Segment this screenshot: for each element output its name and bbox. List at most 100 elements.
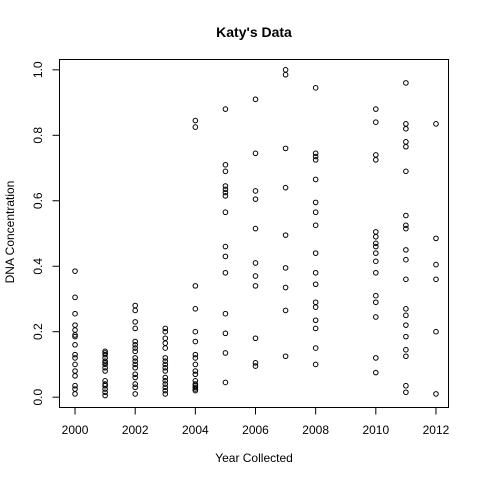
data-points [72, 67, 439, 399]
data-point [312, 209, 319, 216]
data-point [252, 150, 259, 157]
data-point [403, 168, 409, 175]
data-point [162, 391, 169, 397]
data-point [252, 273, 259, 279]
data-point [312, 281, 319, 288]
data-point [72, 333, 78, 340]
data-point [252, 188, 259, 194]
data-point [312, 176, 319, 183]
data-point [282, 71, 289, 78]
data-point [72, 391, 78, 397]
data-point [192, 355, 199, 361]
data-point [132, 325, 138, 332]
data-point [403, 247, 409, 253]
data-point [403, 276, 409, 283]
data-point [373, 369, 379, 376]
data-point [373, 157, 379, 163]
data-point [132, 374, 138, 381]
data-point [282, 265, 289, 271]
data-point [102, 386, 108, 392]
data-point [162, 328, 169, 335]
data-point [222, 183, 229, 189]
data-point [132, 342, 138, 348]
data-point [403, 256, 409, 263]
data-point [312, 153, 319, 160]
data-point [403, 382, 409, 389]
data-point [192, 361, 199, 368]
data-point [192, 124, 199, 130]
data-point [373, 314, 379, 320]
data-point [132, 307, 138, 314]
data-point [192, 351, 199, 358]
data-point [132, 371, 138, 378]
data-point [132, 355, 138, 361]
data-point [192, 384, 199, 391]
data-point [373, 240, 379, 247]
data-point [373, 299, 379, 306]
data-point [403, 222, 409, 229]
x-tick-label: 2012 [423, 423, 450, 437]
data-point [282, 184, 289, 191]
data-point [222, 269, 229, 276]
data-point [312, 250, 319, 256]
data-point [312, 199, 319, 206]
data-point [222, 350, 229, 356]
data-point [192, 283, 199, 289]
y-tick-label: 0.2 [31, 323, 45, 340]
data-point [403, 125, 409, 132]
data-point [192, 305, 199, 312]
x-axis: 2000 2002 2004 2006 2008 2010 2012 [62, 407, 450, 437]
data-point [373, 269, 379, 276]
data-point [222, 379, 229, 386]
data-point [162, 325, 169, 332]
data-point [282, 307, 289, 314]
y-axis-label: DNA Concentration [3, 181, 17, 284]
data-point [373, 233, 379, 240]
data-point [312, 325, 319, 332]
data-point [312, 361, 319, 368]
data-point [312, 304, 319, 310]
data-point [132, 381, 138, 387]
data-point [132, 345, 138, 351]
data-point [433, 276, 439, 283]
data-point [403, 346, 409, 353]
data-point [72, 332, 78, 338]
data-point [162, 387, 169, 394]
data-point [403, 312, 409, 319]
data-point [403, 333, 409, 340]
data-point [312, 85, 319, 91]
data-point [102, 358, 108, 364]
data-point [252, 260, 259, 266]
data-point [282, 353, 289, 360]
y-axis: 0.0 0.2 0.4 0.6 0.8 1.0 [31, 61, 60, 406]
data-point [222, 106, 229, 112]
data-point [72, 355, 78, 361]
data-point [433, 235, 439, 242]
data-point [433, 121, 439, 127]
y-tick-label: 0.0 [31, 389, 45, 406]
x-axis-label: Year Collected [215, 451, 293, 465]
data-point [312, 345, 319, 351]
data-point [102, 389, 108, 396]
data-point [162, 355, 169, 361]
data-point [252, 335, 259, 342]
data-point [222, 168, 229, 175]
chart-title: Katy's Data [216, 24, 292, 40]
data-point [373, 258, 379, 265]
data-point [162, 361, 169, 368]
data-point [192, 117, 199, 124]
data-point [102, 392, 108, 399]
data-point [72, 310, 78, 317]
x-tick-label: 2008 [302, 423, 329, 437]
data-point [192, 368, 199, 374]
data-point [132, 338, 138, 345]
data-point [222, 310, 229, 317]
data-point [72, 294, 78, 301]
x-tick-label: 2000 [62, 423, 89, 437]
data-point [132, 348, 138, 355]
data-point [102, 351, 108, 358]
data-point [403, 143, 409, 150]
data-point [72, 268, 78, 274]
x-tick-label: 2004 [182, 423, 209, 437]
